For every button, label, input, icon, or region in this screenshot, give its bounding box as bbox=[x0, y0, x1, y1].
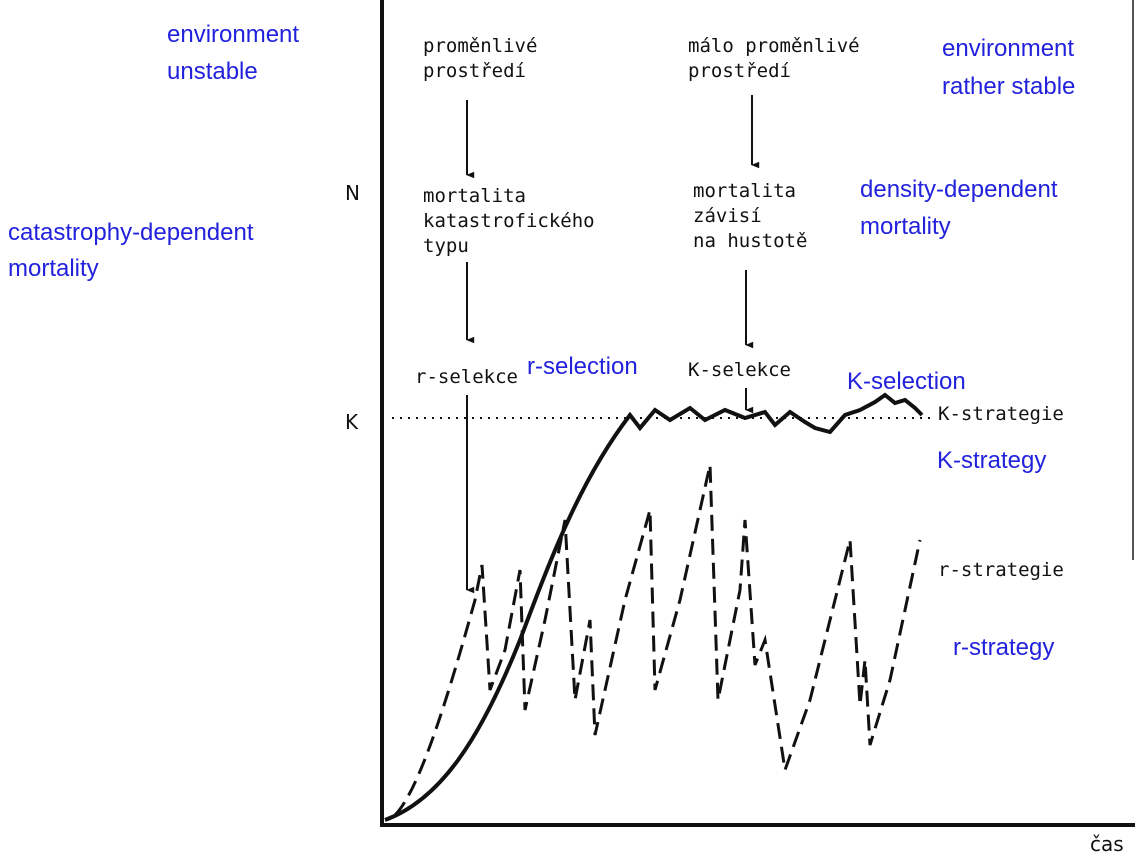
czech-label: mortalita bbox=[693, 180, 796, 202]
czech-label: K-selekce bbox=[688, 359, 791, 381]
czech-label: na hustotě bbox=[693, 230, 807, 252]
czech-label: proměnlivé bbox=[423, 35, 537, 57]
english-label: K-selection bbox=[847, 368, 966, 395]
english-label: mortality bbox=[8, 255, 99, 282]
k-axis-label: K bbox=[345, 410, 359, 434]
czech-label: prostředí bbox=[423, 60, 526, 82]
english-label: rather stable bbox=[942, 73, 1075, 100]
k-strategy-curve bbox=[384, 392, 924, 822]
english-label: r-strategy bbox=[953, 634, 1054, 661]
frame bbox=[380, 0, 1135, 827]
english-label: mortality bbox=[860, 213, 951, 240]
english-label: unstable bbox=[167, 58, 258, 85]
czech-label: katastrofického bbox=[423, 210, 595, 232]
time-axis-label: čas bbox=[1090, 832, 1124, 856]
r-strategy-curve bbox=[393, 464, 922, 817]
czech-label: typu bbox=[423, 235, 469, 257]
arrows bbox=[466, 95, 760, 594]
czech-label: r-strategie bbox=[938, 559, 1064, 581]
english-label: K-strategy bbox=[937, 447, 1046, 474]
english-label: environment bbox=[167, 21, 299, 48]
english-label: environment bbox=[942, 35, 1074, 62]
n-axis-label: N bbox=[345, 181, 360, 205]
english-label: density-dependent bbox=[860, 176, 1058, 203]
czech-label: mortalita bbox=[423, 185, 526, 207]
english-labels: environment unstable environment rather sta… bbox=[8, 21, 1075, 661]
czech-label: prostředí bbox=[688, 60, 791, 82]
czech-label: málo proměnlivé bbox=[688, 35, 860, 57]
english-label: catastrophy-dependent bbox=[8, 219, 254, 246]
czech-label: závisí bbox=[693, 205, 762, 227]
czech-label: K-strategie bbox=[938, 403, 1064, 425]
czech-labels: proměnlivé prostředí málo proměnlivé prostř… bbox=[415, 35, 1064, 581]
czech-label: r-selekce bbox=[415, 366, 518, 388]
english-label: r-selection bbox=[527, 353, 638, 380]
